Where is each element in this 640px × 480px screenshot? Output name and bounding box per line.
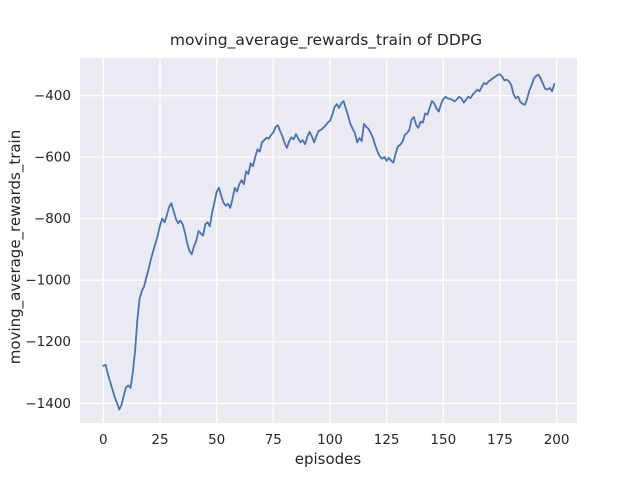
y-tick-label: −1000: [25, 273, 71, 289]
x-tick-label: 125: [374, 432, 400, 448]
plot-area: [80, 58, 577, 423]
x-tick-label: 25: [151, 432, 168, 448]
x-tick-label: 100: [317, 432, 343, 448]
y-tick-labels: −400 −600 −800 −1000 −1200 −1400: [25, 88, 71, 412]
x-axis-label: episodes: [295, 450, 362, 468]
chart-title: moving_average_rewards_train of DDPG: [170, 31, 482, 50]
y-tick-label: −1200: [25, 334, 71, 350]
y-tick-label: −1400: [25, 396, 71, 412]
x-tick-label: 50: [208, 432, 225, 448]
y-tick-label: −400: [34, 88, 71, 104]
ddpg-series-line: [102, 73, 556, 411]
x-tick-labels: 0 25 50 75 100 125 150 175 200: [99, 432, 569, 448]
x-tick-label: 0: [99, 432, 108, 448]
x-tick-label: 75: [265, 432, 282, 448]
x-tick-label: 175: [487, 432, 513, 448]
y-tick-label: −800: [34, 211, 71, 227]
x-tick-label: 200: [544, 432, 570, 448]
x-tick-label: 150: [430, 432, 456, 448]
y-axis-label: moving_average_rewards_train: [6, 130, 25, 364]
y-tick-label: −600: [34, 150, 71, 166]
